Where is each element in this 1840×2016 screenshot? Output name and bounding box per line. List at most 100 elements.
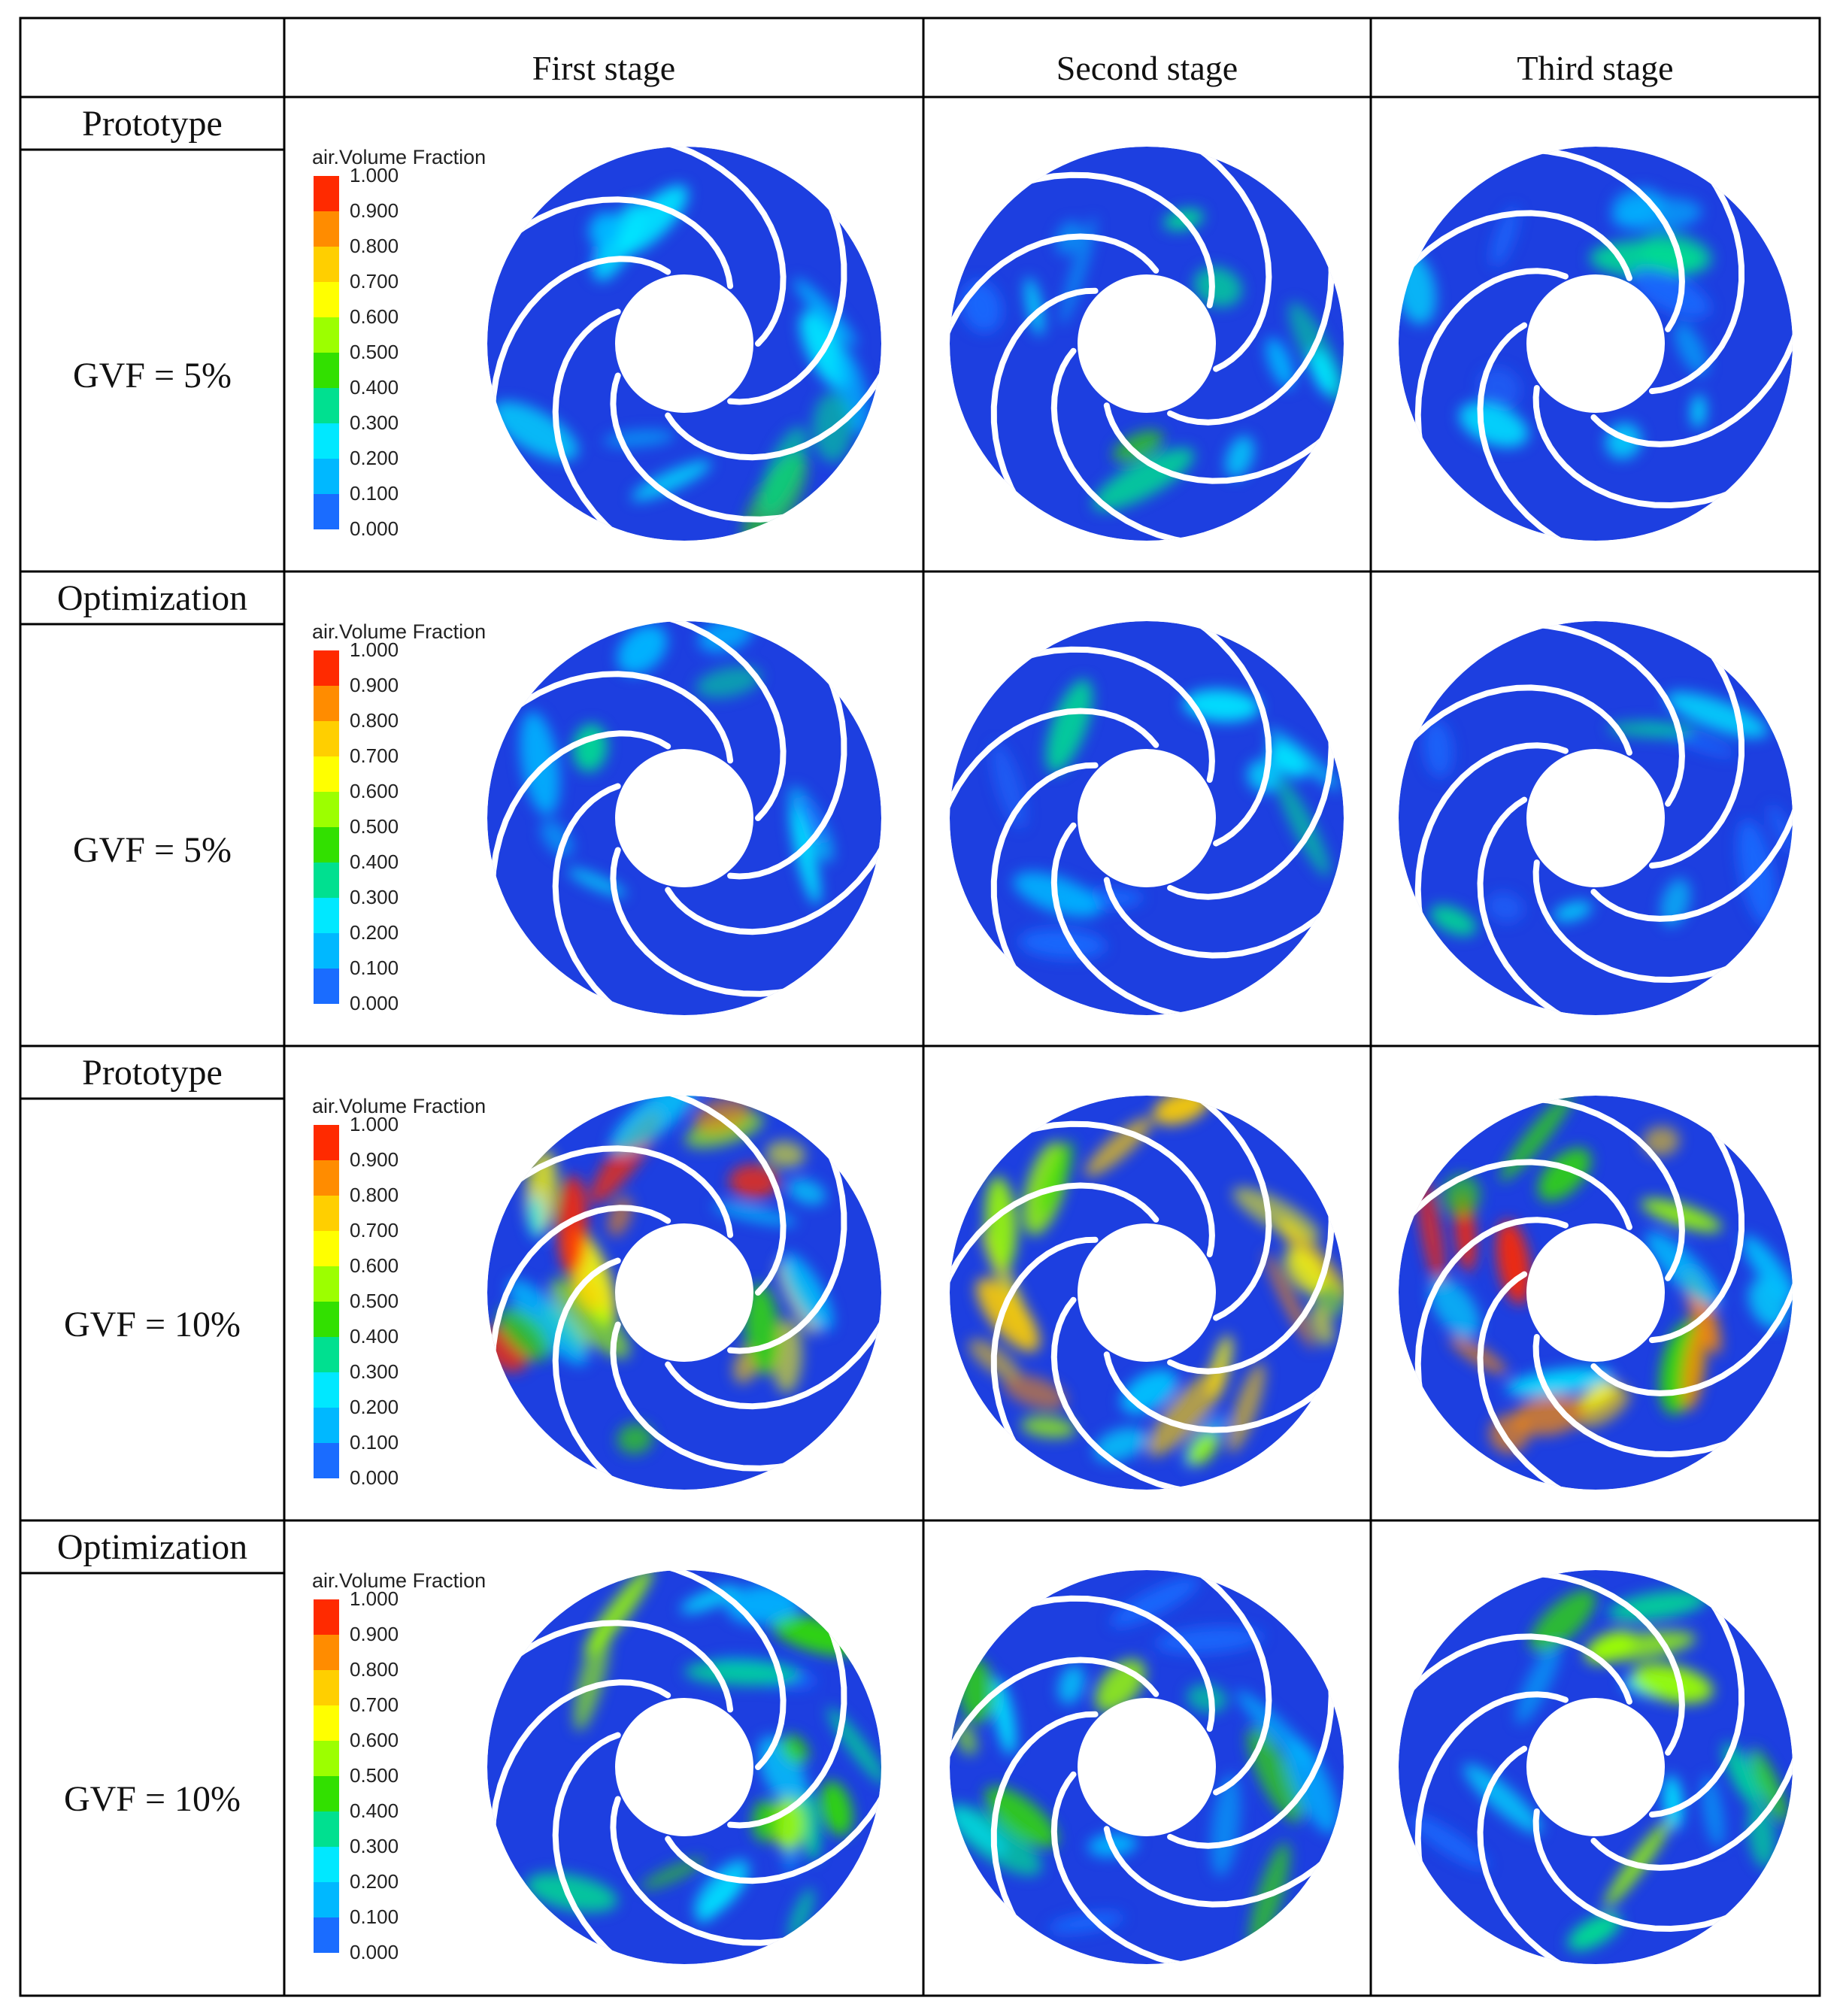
legend-swatch	[314, 1231, 339, 1266]
legend-tick-label: 0.000	[350, 992, 399, 1014]
legend-swatch	[314, 756, 339, 792]
column-header-first-stage: First stage	[532, 49, 676, 87]
legend-title: air.Volume Fraction	[312, 620, 487, 643]
legend-tick-label: 0.400	[350, 850, 399, 873]
legend-tick-label: 0.400	[350, 1325, 399, 1348]
impeller-contour	[487, 1096, 881, 1490]
row-condition-label: GVF = 10%	[63, 1305, 241, 1345]
legend-tick-label: 0.000	[350, 517, 399, 540]
legend-swatch	[314, 1635, 339, 1670]
legend-tick-label: 0.100	[350, 956, 399, 979]
legend-swatch	[314, 650, 339, 686]
column-header-third-stage: Third stage	[1517, 49, 1674, 87]
legend-tick-label: 0.600	[350, 1729, 399, 1751]
legend-tick-label: 0.800	[350, 235, 399, 257]
legend-tick-label: 0.900	[350, 199, 399, 222]
legend-tick-label: 0.600	[350, 780, 399, 802]
impeller-contour	[950, 147, 1344, 541]
legend-swatch	[314, 459, 339, 494]
legend-swatch	[314, 1882, 339, 1917]
row-condition-label: GVF = 5%	[72, 356, 232, 396]
legend-swatch	[314, 827, 339, 862]
legend-swatch	[314, 1741, 339, 1776]
legend-tick-label: 0.300	[350, 411, 399, 434]
legend-tick-label: 1.000	[350, 1113, 399, 1135]
legend-tick-label: 0.400	[350, 376, 399, 399]
legend-tick-label: 0.900	[350, 674, 399, 696]
legend-tick-label: 0.100	[350, 1905, 399, 1928]
row-category-label: Prototype	[82, 104, 223, 144]
impeller-contour	[950, 1096, 1344, 1490]
legend-swatch	[314, 176, 339, 211]
legend-swatch	[314, 423, 339, 459]
legend-tick-label: 1.000	[350, 638, 399, 661]
row-condition-label: GVF = 5%	[72, 830, 232, 870]
legend-swatch	[314, 1160, 339, 1196]
legend-tick-label: 0.200	[350, 1396, 399, 1418]
legend-tick-label: 0.300	[350, 886, 399, 908]
row-condition-label: GVF = 10%	[63, 1779, 241, 1819]
legend-tick-label: 0.000	[350, 1466, 399, 1489]
legend-tick-label: 0.700	[350, 270, 399, 293]
legend-tick-label: 0.800	[350, 709, 399, 732]
legend-tick-label: 1.000	[350, 1587, 399, 1610]
legend-swatch	[314, 792, 339, 827]
impeller-contour	[487, 1570, 881, 1964]
legend-swatch	[314, 1125, 339, 1160]
legend-tick-label: 0.100	[350, 1431, 399, 1454]
legend-swatch	[314, 686, 339, 721]
legend-tick-label: 0.500	[350, 1764, 399, 1787]
legend-tick-label: 0.200	[350, 1870, 399, 1893]
legend-swatch	[314, 1705, 339, 1741]
legend-tick-label: 0.000	[350, 1941, 399, 1963]
row-category-label: Prototype	[82, 1053, 223, 1093]
legend-swatch	[314, 282, 339, 317]
legend-swatch	[314, 353, 339, 388]
legend-swatch	[314, 1302, 339, 1337]
legend-tick-label: 0.800	[350, 1658, 399, 1681]
impeller-contour	[1399, 621, 1793, 1015]
legend-swatch	[314, 247, 339, 282]
legend-tick-label: 0.900	[350, 1148, 399, 1171]
legend-tick-label: 0.500	[350, 1290, 399, 1312]
legend-title: air.Volume Fraction	[312, 1095, 487, 1117]
legend-swatch	[314, 494, 339, 529]
legend-tick-label: 0.800	[350, 1184, 399, 1206]
legend-tick-label: 0.500	[350, 815, 399, 838]
legend-swatch	[314, 1811, 339, 1847]
impeller-contour	[487, 621, 881, 1015]
legend-swatch	[314, 1776, 339, 1811]
impeller-contour	[1399, 147, 1793, 541]
legend-swatch	[314, 898, 339, 933]
legend-swatch	[314, 862, 339, 898]
legend-swatch	[314, 1443, 339, 1478]
legend-swatch	[314, 1917, 339, 1953]
legend-tick-label: 0.600	[350, 1254, 399, 1277]
legend-swatch	[314, 317, 339, 353]
legend-swatch	[314, 1599, 339, 1635]
impeller-contour	[1399, 1096, 1793, 1490]
legend-swatch	[314, 721, 339, 756]
legend-tick-label: 0.700	[350, 744, 399, 767]
legend-tick-label: 0.900	[350, 1623, 399, 1645]
legend-tick-label: 0.700	[350, 1219, 399, 1241]
impeller-contour	[487, 147, 881, 541]
legend-tick-label: 0.200	[350, 921, 399, 944]
row-category-label: Optimization	[56, 578, 248, 618]
impeller-contour	[950, 621, 1344, 1015]
legend-tick-label: 0.600	[350, 305, 399, 328]
legend-swatch	[314, 1372, 339, 1408]
legend-tick-label: 0.100	[350, 482, 399, 505]
legend-tick-label: 0.300	[350, 1835, 399, 1857]
legend-swatch	[314, 1266, 339, 1302]
legend-swatch	[314, 1196, 339, 1231]
legend-swatch	[314, 1670, 339, 1705]
legend-tick-label: 0.500	[350, 341, 399, 363]
legend-title: air.Volume Fraction	[312, 146, 487, 168]
legend-swatch	[314, 1847, 339, 1882]
legend-swatch	[314, 1408, 339, 1443]
legend-swatch	[314, 211, 339, 247]
legend-tick-label: 1.000	[350, 164, 399, 186]
legend-swatch	[314, 1337, 339, 1372]
